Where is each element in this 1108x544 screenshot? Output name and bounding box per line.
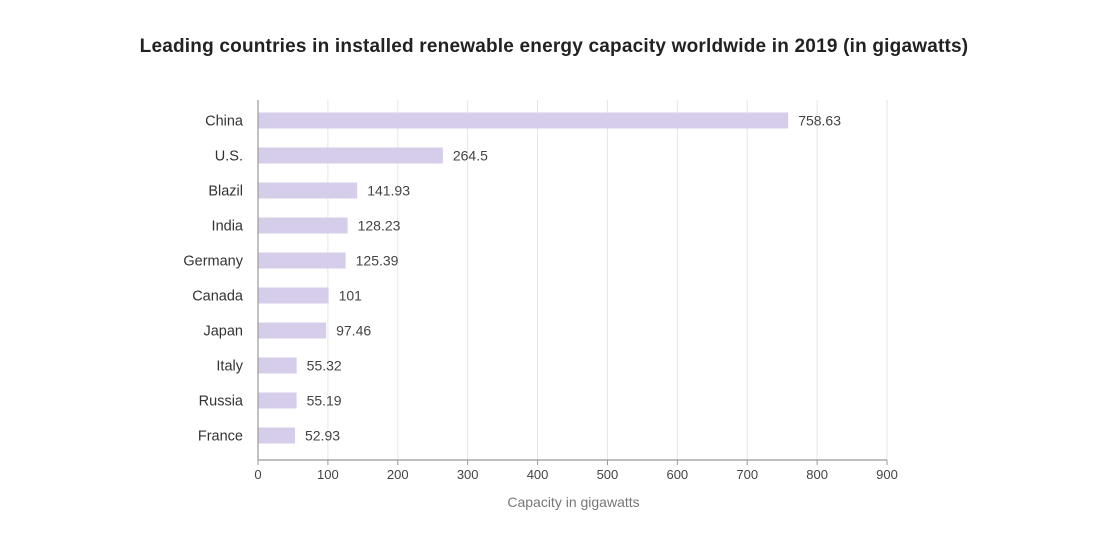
grid-lines (327, 100, 888, 460)
value-label: 125.39 (356, 253, 399, 269)
chart-title: Leading countries in installed renewable… (139, 36, 969, 57)
value-label: 264.5 (453, 148, 488, 164)
category-label: Russia (199, 394, 244, 410)
value-label: 758.63 (798, 113, 841, 129)
category-label: Germany (183, 254, 243, 270)
value-label: 128.23 (358, 218, 401, 234)
category-label: Blazil (208, 184, 243, 200)
bar (258, 252, 346, 269)
x-tick-label: 900 (876, 467, 898, 482)
x-tick-label: 0 (254, 467, 261, 482)
bar (258, 287, 329, 304)
bars (258, 112, 789, 444)
bar (258, 357, 297, 374)
value-label: 97.46 (336, 323, 371, 339)
value-label: 101 (339, 288, 363, 304)
value-label: 52.93 (305, 428, 340, 444)
bar (258, 112, 789, 129)
x-tick-label: 800 (806, 467, 828, 482)
x-tick-label: 600 (666, 467, 688, 482)
bar (258, 217, 348, 234)
bar (258, 427, 295, 444)
x-tick-label: 300 (457, 467, 479, 482)
axes (257, 100, 888, 465)
x-tick-label: 400 (527, 467, 549, 482)
category-label: France (198, 429, 243, 445)
category-label: China (205, 114, 244, 130)
category-label: Japan (203, 324, 243, 340)
bar (258, 392, 297, 409)
value-label: 55.19 (307, 393, 342, 409)
category-label: U.S. (215, 149, 243, 165)
value-label: 55.32 (307, 358, 342, 374)
bar (258, 182, 358, 199)
x-axis-title: Capacity in gigawatts (507, 494, 639, 510)
bar (258, 147, 443, 164)
bar (258, 322, 327, 339)
x-tick-label: 500 (597, 467, 619, 482)
x-tick-label: 200 (387, 467, 409, 482)
category-label: India (212, 219, 244, 235)
category-label: Canada (192, 289, 244, 305)
labels: 0 100 200 300 400 500 600 700 800 900 China 758.63 U… (183, 113, 897, 511)
x-tick-label: 100 (317, 467, 339, 482)
x-tick-label: 700 (736, 467, 758, 482)
value-label: 141.93 (367, 183, 410, 199)
category-label: Italy (216, 359, 243, 375)
